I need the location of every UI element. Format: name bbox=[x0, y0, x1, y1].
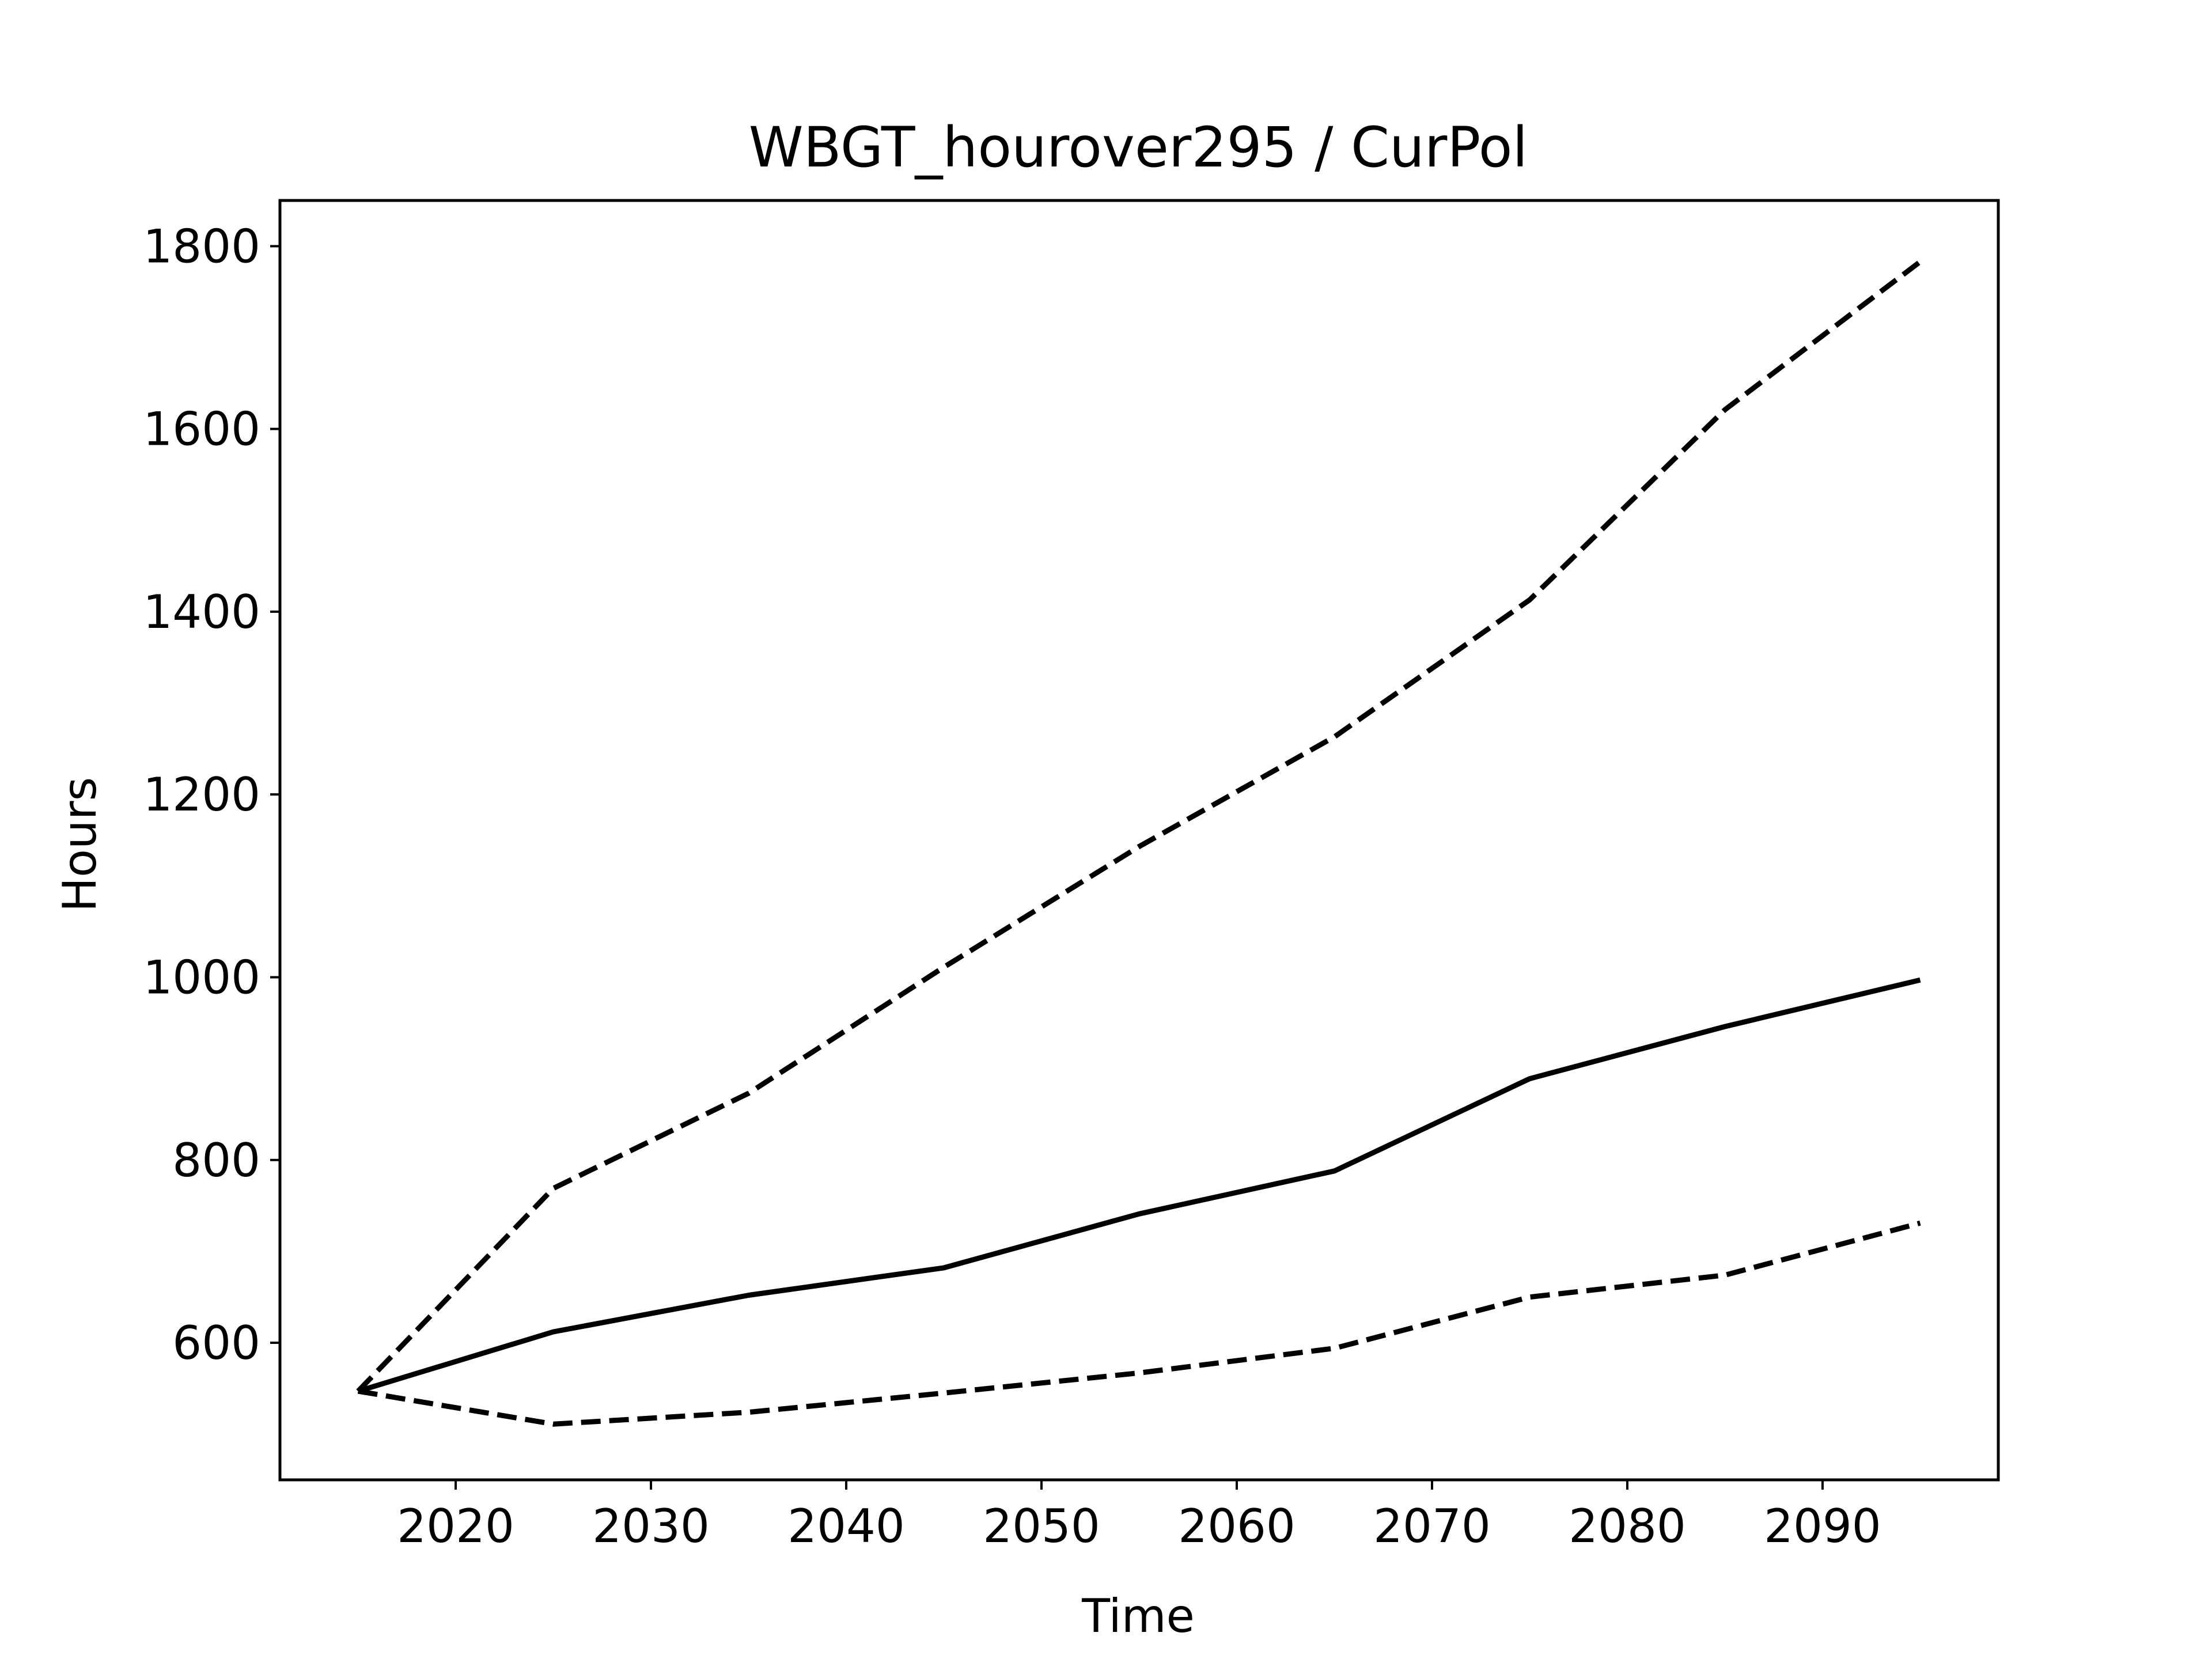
chart-title: WBGT_hourover295 / CurPol bbox=[749, 115, 1528, 180]
x-tick-label: 2060 bbox=[1178, 1499, 1296, 1553]
x-axis-label: Time bbox=[1081, 1589, 1195, 1643]
x-tick-label: 2080 bbox=[1569, 1499, 1686, 1553]
y-tick-label: 800 bbox=[172, 1134, 260, 1187]
y-axis-label: Hours bbox=[53, 777, 107, 912]
x-tick-label: 2040 bbox=[787, 1499, 905, 1553]
y-tick-label: 1200 bbox=[143, 768, 260, 821]
y-tick-label: 600 bbox=[172, 1316, 260, 1370]
series-line-3 bbox=[357, 1220, 1921, 1427]
x-tick-label: 2070 bbox=[1373, 1499, 1491, 1553]
plot-area bbox=[356, 259, 1922, 1427]
y-tick-label: 1400 bbox=[143, 585, 260, 639]
y-tick-label: 1600 bbox=[143, 403, 260, 456]
axes-frame bbox=[278, 199, 2000, 1482]
x-tick-label: 2050 bbox=[983, 1499, 1100, 1553]
x-tick-label: 2020 bbox=[397, 1499, 514, 1553]
series-line-1 bbox=[357, 977, 1921, 1394]
x-tick-label: 2030 bbox=[592, 1499, 710, 1553]
series-line-2 bbox=[356, 259, 1922, 1393]
y-tick-label: 1800 bbox=[143, 219, 260, 273]
y-axis: 600 800 1000 1200 1400 1600 1800 bbox=[143, 219, 280, 1370]
y-tick-label: 1000 bbox=[143, 950, 260, 1004]
x-axis: 2020 2030 2040 2050 2060 2070 2080 2090 bbox=[397, 1480, 1881, 1553]
x-tick-label: 2090 bbox=[1764, 1499, 1881, 1553]
